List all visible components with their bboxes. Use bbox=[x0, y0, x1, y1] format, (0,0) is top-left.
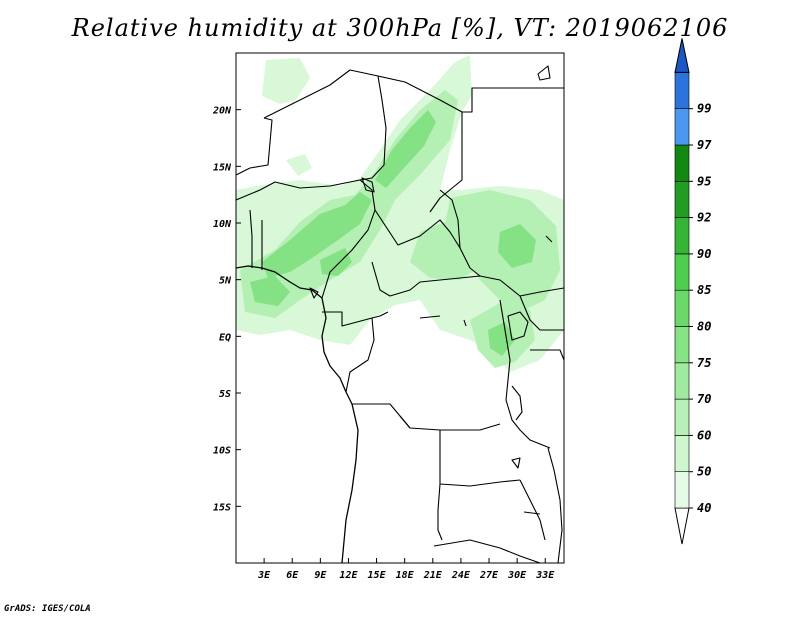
lon-tick-label: 24E bbox=[451, 570, 471, 581]
border bbox=[236, 117, 273, 176]
border bbox=[263, 69, 387, 181]
border bbox=[249, 209, 253, 268]
border bbox=[374, 209, 481, 277]
colorbar-top-arrow bbox=[674, 38, 690, 73]
colorbar-label: 40 bbox=[697, 501, 711, 515]
lat-tick-label: 10S bbox=[213, 446, 231, 457]
border bbox=[523, 511, 541, 515]
border bbox=[419, 315, 441, 319]
colorbar-segment bbox=[674, 471, 690, 509]
map-title: Relative humidity at 300hPa [%], VT: 201… bbox=[71, 14, 729, 42]
colorbar-segment bbox=[674, 253, 690, 291]
lat-tick-label: 15N bbox=[213, 162, 232, 173]
lon-tick-label: 21E bbox=[423, 570, 443, 581]
colorbar-segment bbox=[674, 108, 690, 146]
lat-tick-label: 15S bbox=[213, 502, 231, 513]
humidity-region bbox=[262, 192, 372, 278]
grads-credit: GrADS: IGES/COLA bbox=[4, 604, 91, 614]
border bbox=[463, 319, 467, 327]
colorbar-label: 90 bbox=[697, 247, 711, 261]
colorbar-label: 85 bbox=[697, 283, 711, 297]
border bbox=[322, 311, 389, 327]
humidity-region bbox=[375, 110, 436, 188]
lat-tick-label: EQ bbox=[219, 332, 231, 343]
map-frame bbox=[235, 52, 565, 564]
border bbox=[309, 287, 319, 299]
border bbox=[537, 65, 551, 81]
lat-tick-label: 20N bbox=[212, 106, 232, 117]
colorbar-segment bbox=[674, 289, 690, 327]
border bbox=[439, 430, 521, 487]
border bbox=[530, 349, 564, 361]
humidity-region bbox=[250, 276, 290, 306]
lon-tick-label: 18E bbox=[396, 570, 415, 581]
border bbox=[511, 457, 521, 469]
lon-tick-label: 3E bbox=[257, 570, 271, 581]
border bbox=[352, 403, 501, 431]
colorbar-segment bbox=[674, 217, 690, 255]
border bbox=[499, 299, 551, 449]
lat-tick-label: 5S bbox=[219, 389, 231, 400]
border bbox=[437, 483, 443, 541]
colorbar: 40 50 60 70 75 80 85 90 92 95 97 99 bbox=[674, 38, 712, 545]
country-borders bbox=[236, 65, 564, 563]
lat-tick-label: 5N bbox=[219, 276, 232, 287]
colorbar-label: 95 bbox=[697, 174, 711, 188]
lon-tick-label: 27E bbox=[479, 570, 499, 581]
border bbox=[399, 415, 411, 429]
lon-tick-label: 15E bbox=[368, 570, 387, 581]
colorbar-segment bbox=[674, 72, 690, 110]
humidity-region bbox=[262, 58, 310, 104]
colorbar-segment bbox=[674, 435, 690, 472]
colorbar-label: 70 bbox=[697, 392, 711, 406]
border bbox=[511, 385, 523, 421]
lat-tick-label: 10N bbox=[213, 219, 232, 230]
border bbox=[361, 177, 375, 193]
lon-tick-label: 30E bbox=[507, 570, 527, 581]
colorbar-label: 50 bbox=[697, 465, 711, 479]
colorbar-label: 99 bbox=[697, 102, 711, 116]
colorbar-label: 97 bbox=[697, 138, 712, 152]
colorbar-label: 75 bbox=[697, 356, 711, 370]
border bbox=[371, 261, 564, 297]
border bbox=[433, 539, 541, 563]
humidity-field bbox=[236, 55, 564, 372]
colorbar-bottom-arrow bbox=[674, 507, 690, 545]
colorbar-segment bbox=[674, 144, 690, 182]
border bbox=[462, 87, 564, 113]
border bbox=[545, 235, 553, 243]
colorbar-segment bbox=[674, 398, 690, 436]
latitude-axis: 20N 15N 10N 5N EQ 5S 10S 15S bbox=[212, 106, 241, 513]
border bbox=[519, 295, 564, 331]
humidity-region bbox=[498, 224, 536, 268]
colorbar-segment bbox=[674, 181, 690, 218]
lon-tick-label: 12E bbox=[339, 570, 358, 581]
lon-tick-label: 9E bbox=[314, 570, 327, 581]
lon-tick-label: 33E bbox=[535, 570, 555, 581]
colorbar-label: 80 bbox=[697, 320, 711, 334]
border bbox=[519, 479, 546, 541]
humidity-region bbox=[286, 154, 312, 176]
border bbox=[345, 317, 375, 393]
lon-tick-label: 6E bbox=[286, 570, 299, 581]
longitude-axis: 3E 6E 9E 12E 15E 18E 21E 24E 27E 30E 33E bbox=[257, 558, 555, 581]
border bbox=[547, 447, 563, 563]
border bbox=[236, 179, 376, 299]
humidity-region bbox=[320, 248, 352, 276]
colorbar-segment bbox=[674, 362, 690, 400]
colorbar-label: 60 bbox=[697, 428, 711, 442]
coastline bbox=[236, 265, 359, 563]
colorbar-segment bbox=[674, 326, 690, 364]
colorbar-label: 92 bbox=[697, 211, 711, 225]
border bbox=[439, 189, 461, 249]
border bbox=[507, 311, 529, 341]
